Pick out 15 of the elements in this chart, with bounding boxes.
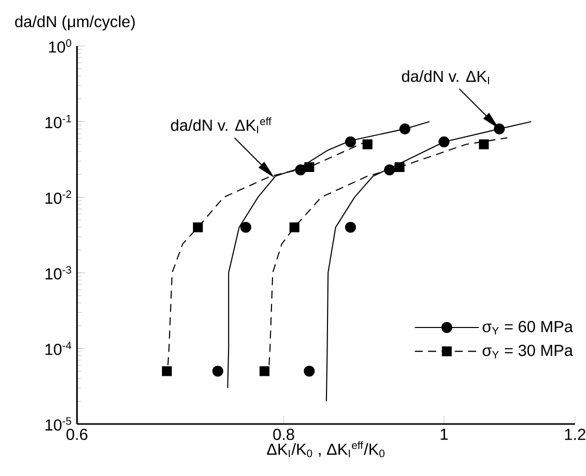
x-tick-label: 1 (440, 428, 448, 440)
legend-label: σ$_{Y}$ = 60 MPa (482, 320, 574, 334)
y-tick-label: 10$^{-3}$ (46, 266, 72, 280)
annotation: da/dN v. ΔK$_{I}$ (402, 70, 489, 84)
y-axis-title: da/dN (μm/cycle) (15, 16, 135, 30)
y-tick-label: 10$^{-1}$ (46, 114, 72, 128)
x-tick-label: 0.8 (273, 428, 294, 440)
annotation: da/dN v. ΔK$_{I}$eff (171, 117, 272, 134)
legend-label: σ$_{Y}$ = 30 MPa (482, 344, 574, 358)
y-tick-label: 10$^{0}$ (49, 39, 72, 53)
x-tick-label: 0.6 (66, 428, 88, 440)
y-tick-label: 10$^{-4}$ (46, 342, 72, 356)
y-tick-label: 10$^{-2}$ (46, 190, 72, 204)
x-tick-label: 1.2 (565, 428, 586, 440)
text: ΔK$_{I}$/K$_{0}$ , ΔK$_{I}$$^{eff}$/K$_{0}$ (266, 441, 384, 458)
